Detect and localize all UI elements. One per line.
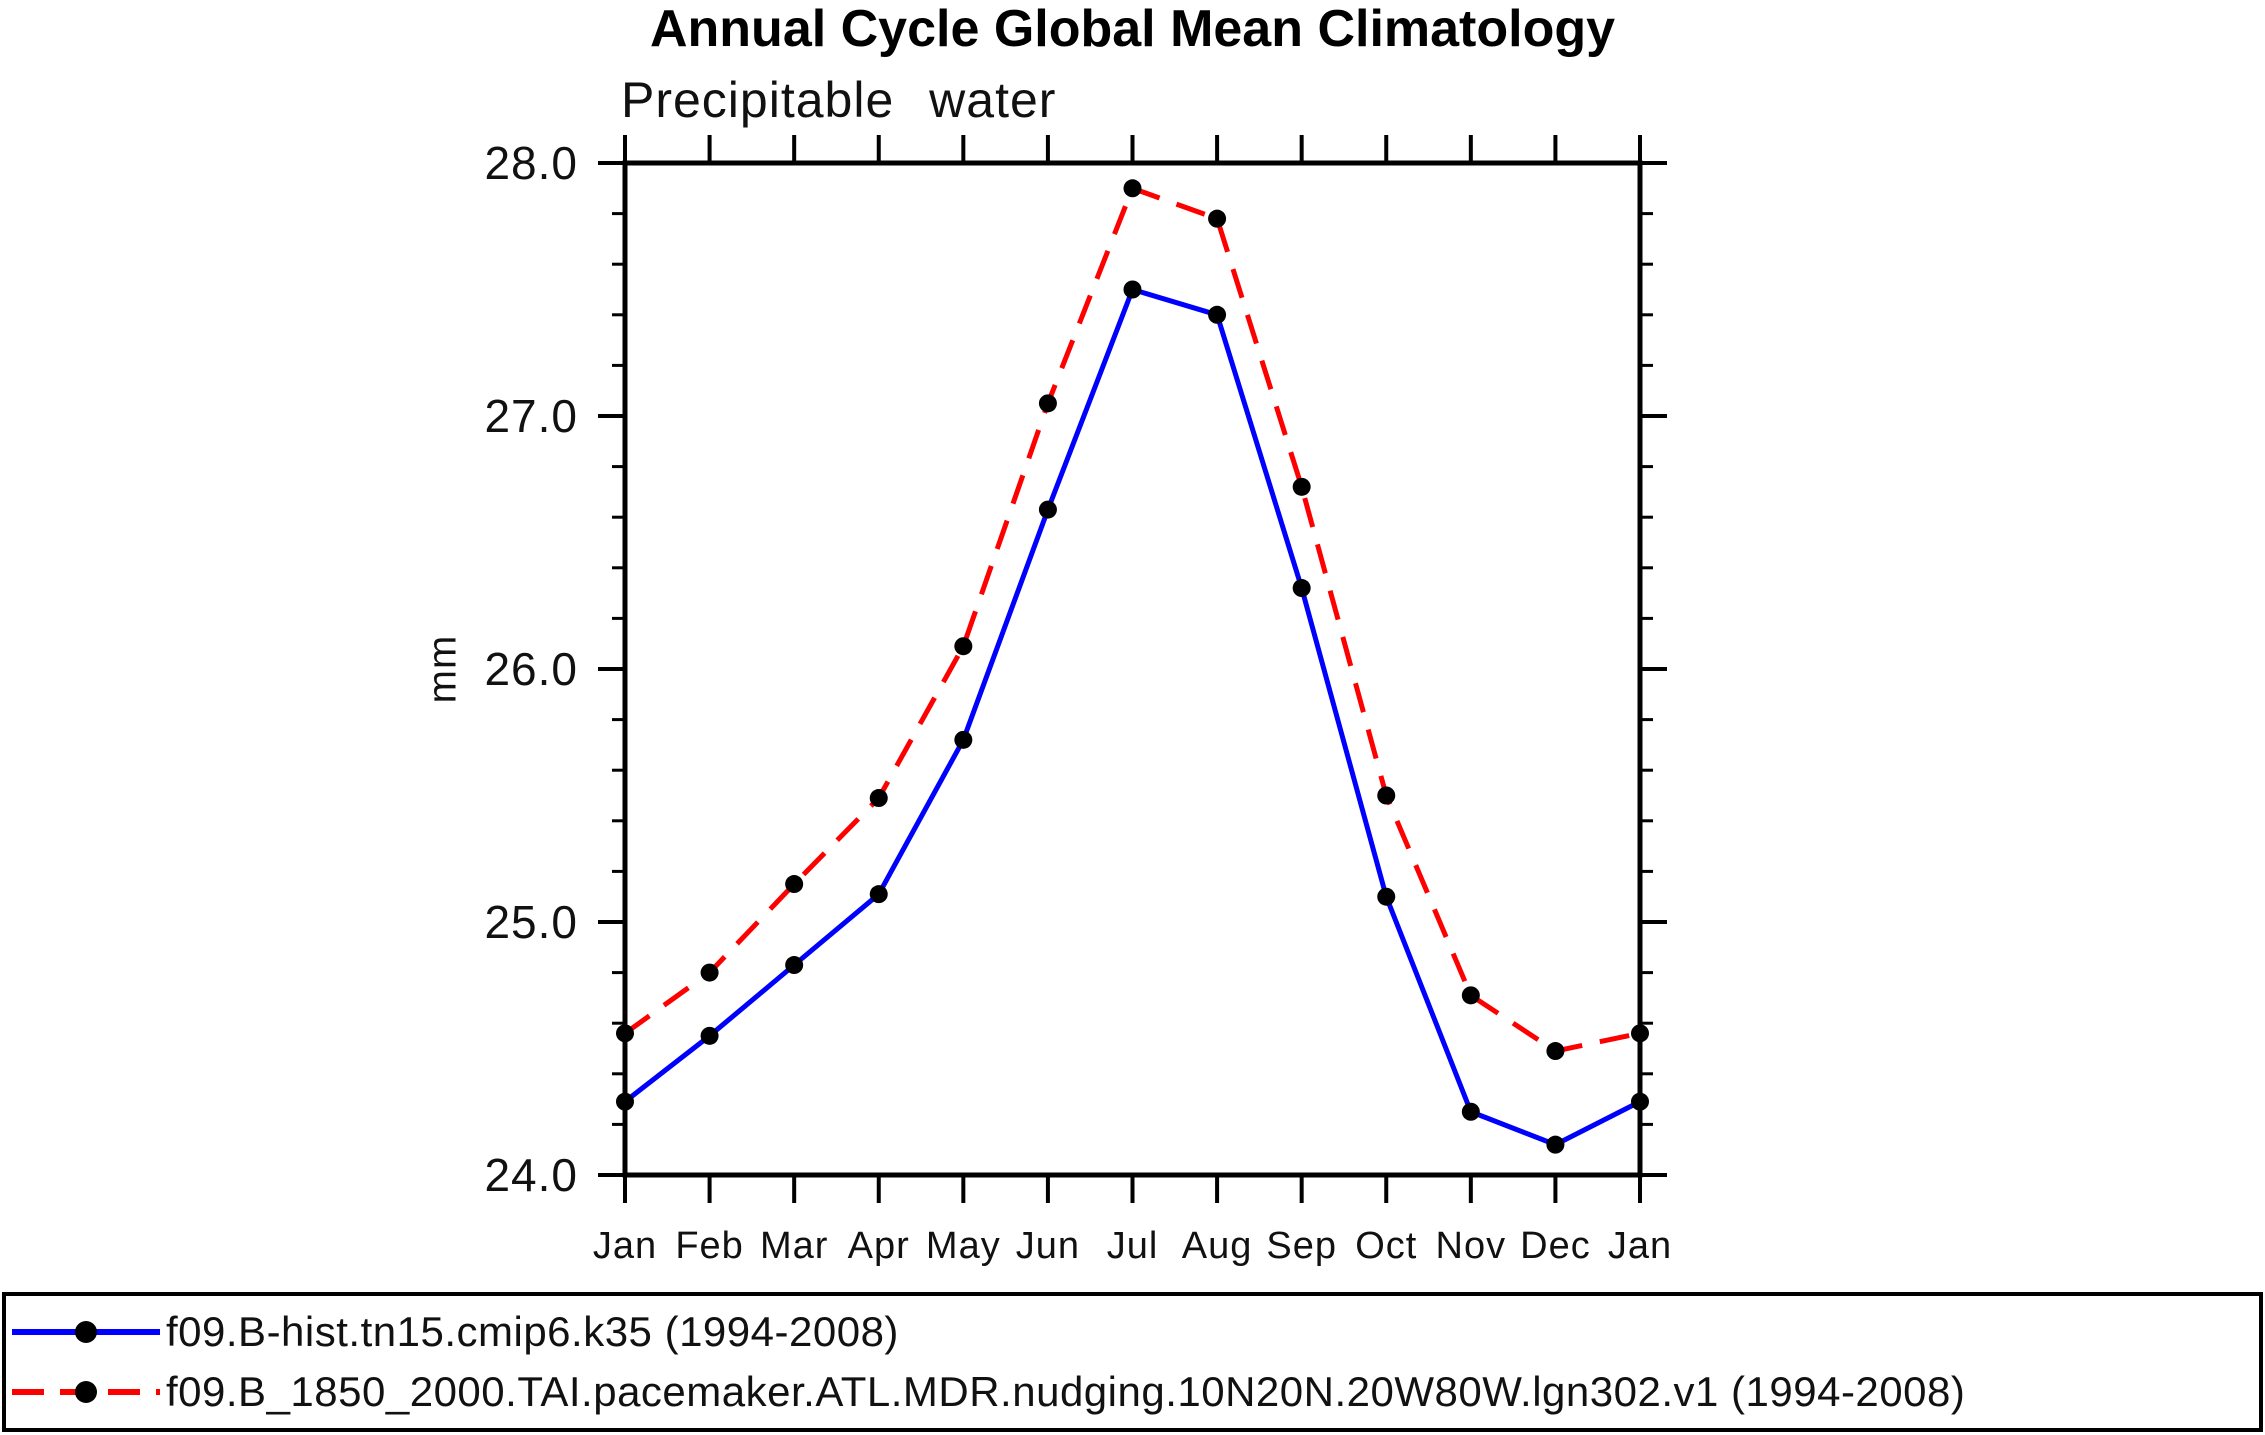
series-2-marker xyxy=(616,1024,634,1043)
y-tick-label: 25.0 xyxy=(484,896,578,948)
x-tick-label: Feb xyxy=(675,1225,743,1267)
x-tick-label: May xyxy=(926,1225,1001,1267)
series-1-marker xyxy=(1631,1092,1649,1111)
series-2-marker xyxy=(954,637,973,656)
series-line-2 xyxy=(623,185,1641,1054)
x-tick-label: Apr xyxy=(848,1225,910,1267)
series-2-marker xyxy=(1546,1042,1565,1061)
series-2-marker xyxy=(700,963,719,982)
series-line-1 xyxy=(623,287,1642,1148)
series-2-marker xyxy=(1208,209,1227,228)
series-1-marker xyxy=(1038,500,1057,519)
x-tick-label: Jul xyxy=(1107,1225,1159,1267)
legend-marker-dot xyxy=(75,1321,97,1343)
series-1-marker xyxy=(1123,280,1142,299)
plot-frame xyxy=(622,160,1643,1178)
series-2-marker xyxy=(1123,179,1142,198)
legend-box: f09.B-hist.tn15.cmip6.k35 (1994-2008) f0… xyxy=(2,1292,2263,1432)
series-2-marker xyxy=(869,789,888,808)
x-tick-label: Sep xyxy=(1266,1225,1337,1267)
series-2-marker xyxy=(1377,786,1396,805)
series-1-marker xyxy=(616,1092,634,1111)
series-1-marker xyxy=(954,730,973,749)
series-2-marker xyxy=(1292,477,1311,496)
legend-marker-dot xyxy=(75,1381,97,1403)
legend-row-series-2: f09.B_1850_2000.TAI.pacemaker.ATL.MDR.nu… xyxy=(6,1362,2259,1422)
chart-subtitle: Precipitable water xyxy=(621,72,1057,128)
legend-sample-dashed-red-line xyxy=(12,1381,160,1403)
y-tick-label: 27.0 xyxy=(484,390,578,442)
y-tick-label: 24.0 xyxy=(484,1149,578,1201)
x-tick-label: Nov xyxy=(1436,1225,1507,1267)
series-2-marker xyxy=(1631,1024,1649,1043)
y-tick-label: 26.0 xyxy=(484,643,578,695)
x-tick-label: Dec xyxy=(1520,1225,1591,1267)
series-2-marker xyxy=(785,875,804,894)
legend-label-series-2: f09.B_1850_2000.TAI.pacemaker.ATL.MDR.nu… xyxy=(166,1368,1966,1415)
x-tick-label: Mar xyxy=(760,1225,828,1267)
legend-label-series-1: f09.B-hist.tn15.cmip6.k35 (1994-2008) xyxy=(166,1308,899,1355)
x-tick-label: Oct xyxy=(1355,1225,1417,1267)
x-tick-label: Jan xyxy=(1608,1225,1672,1267)
series-1-marker xyxy=(1208,305,1227,324)
y-tick-label: 28.0 xyxy=(484,137,578,189)
series-2-marker xyxy=(1461,986,1480,1005)
series-1-marker xyxy=(869,885,888,904)
series-1-marker xyxy=(700,1026,719,1045)
series-2-marker xyxy=(1038,394,1057,413)
series-1-marker xyxy=(1377,887,1396,906)
x-tick-label: Aug xyxy=(1182,1225,1253,1267)
legend-sample-solid-blue-line xyxy=(12,1321,160,1343)
series-1-marker xyxy=(1546,1135,1565,1154)
x-tick-label: Jun xyxy=(1016,1225,1080,1267)
series-1-marker xyxy=(1292,579,1311,598)
x-tick-label: Jan xyxy=(593,1225,657,1267)
series-1-marker xyxy=(1461,1102,1480,1121)
chart-title: Annual Cycle Global Mean Climatology xyxy=(649,0,1616,58)
series-1-marker xyxy=(785,956,804,975)
legend-row-series-1: f09.B-hist.tn15.cmip6.k35 (1994-2008) xyxy=(6,1302,2259,1362)
